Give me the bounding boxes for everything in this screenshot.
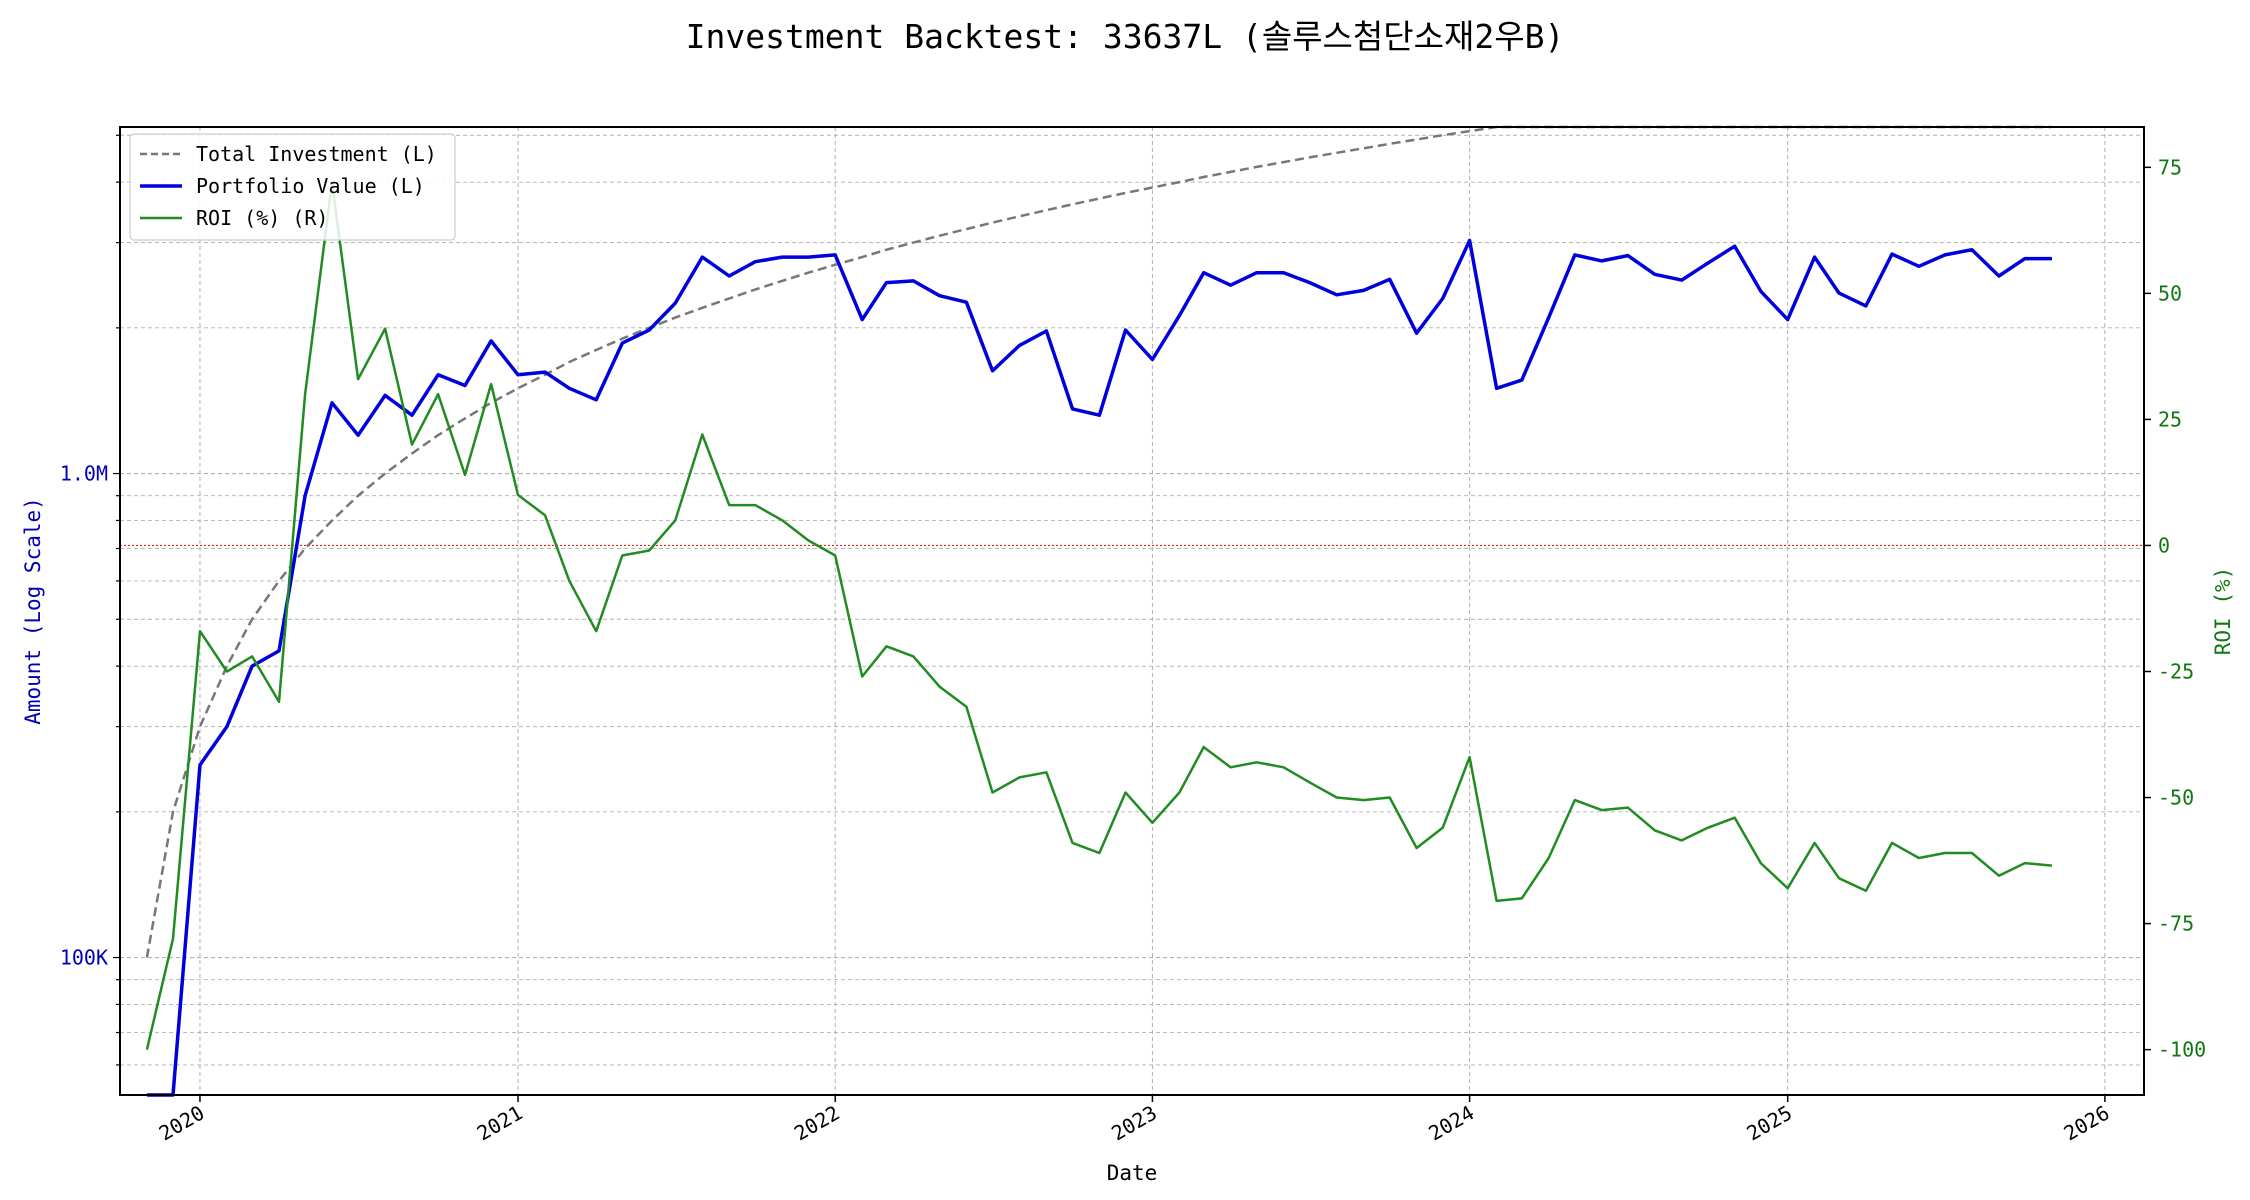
grid [120, 127, 2144, 1095]
y-axis-right: -100 -75 -50 -25 0 25 50 75 [2144, 155, 2206, 1062]
y-axis-left: 100K 1.0M [60, 134, 120, 1066]
legend: Total Investment (L) Portfolio Value (L) R… [129, 133, 456, 241]
legend-label: Portfolio Value (L) [196, 174, 425, 198]
y-right-tick-label: -25 [2158, 660, 2194, 684]
legend-label: Total Investment (L) [196, 142, 437, 166]
y-right-tick-label: 75 [2158, 155, 2182, 179]
y-right-tick-label: 50 [2158, 281, 2182, 305]
y-axis-left-label: Amount (Log Scale) [21, 497, 45, 725]
y-axis-right-label: ROI (%) [2211, 567, 2235, 656]
chart-title: Investment Backtest: 33637L (솔루스첨단소재2우B) [686, 17, 1565, 56]
legend-box [129, 133, 456, 241]
portfolio-value-line [146, 238, 2052, 1097]
y-left-tick-label: 1.0M [60, 462, 108, 486]
y-left-tick-label: 100K [60, 946, 108, 970]
x-axis-label: Date [1107, 1161, 1158, 1185]
y-right-tick-label: -100 [2158, 1038, 2206, 1062]
roi-line [145, 181, 2053, 1050]
plot-frame [119, 126, 2145, 1096]
legend-label: ROI (%) (R) [196, 206, 328, 230]
y-right-tick-label: 0 [2158, 533, 2170, 557]
y-right-tick-label: -50 [2158, 786, 2194, 810]
y-right-tick-label: -75 [2158, 912, 2194, 936]
y-right-tick-label: 25 [2158, 407, 2182, 431]
